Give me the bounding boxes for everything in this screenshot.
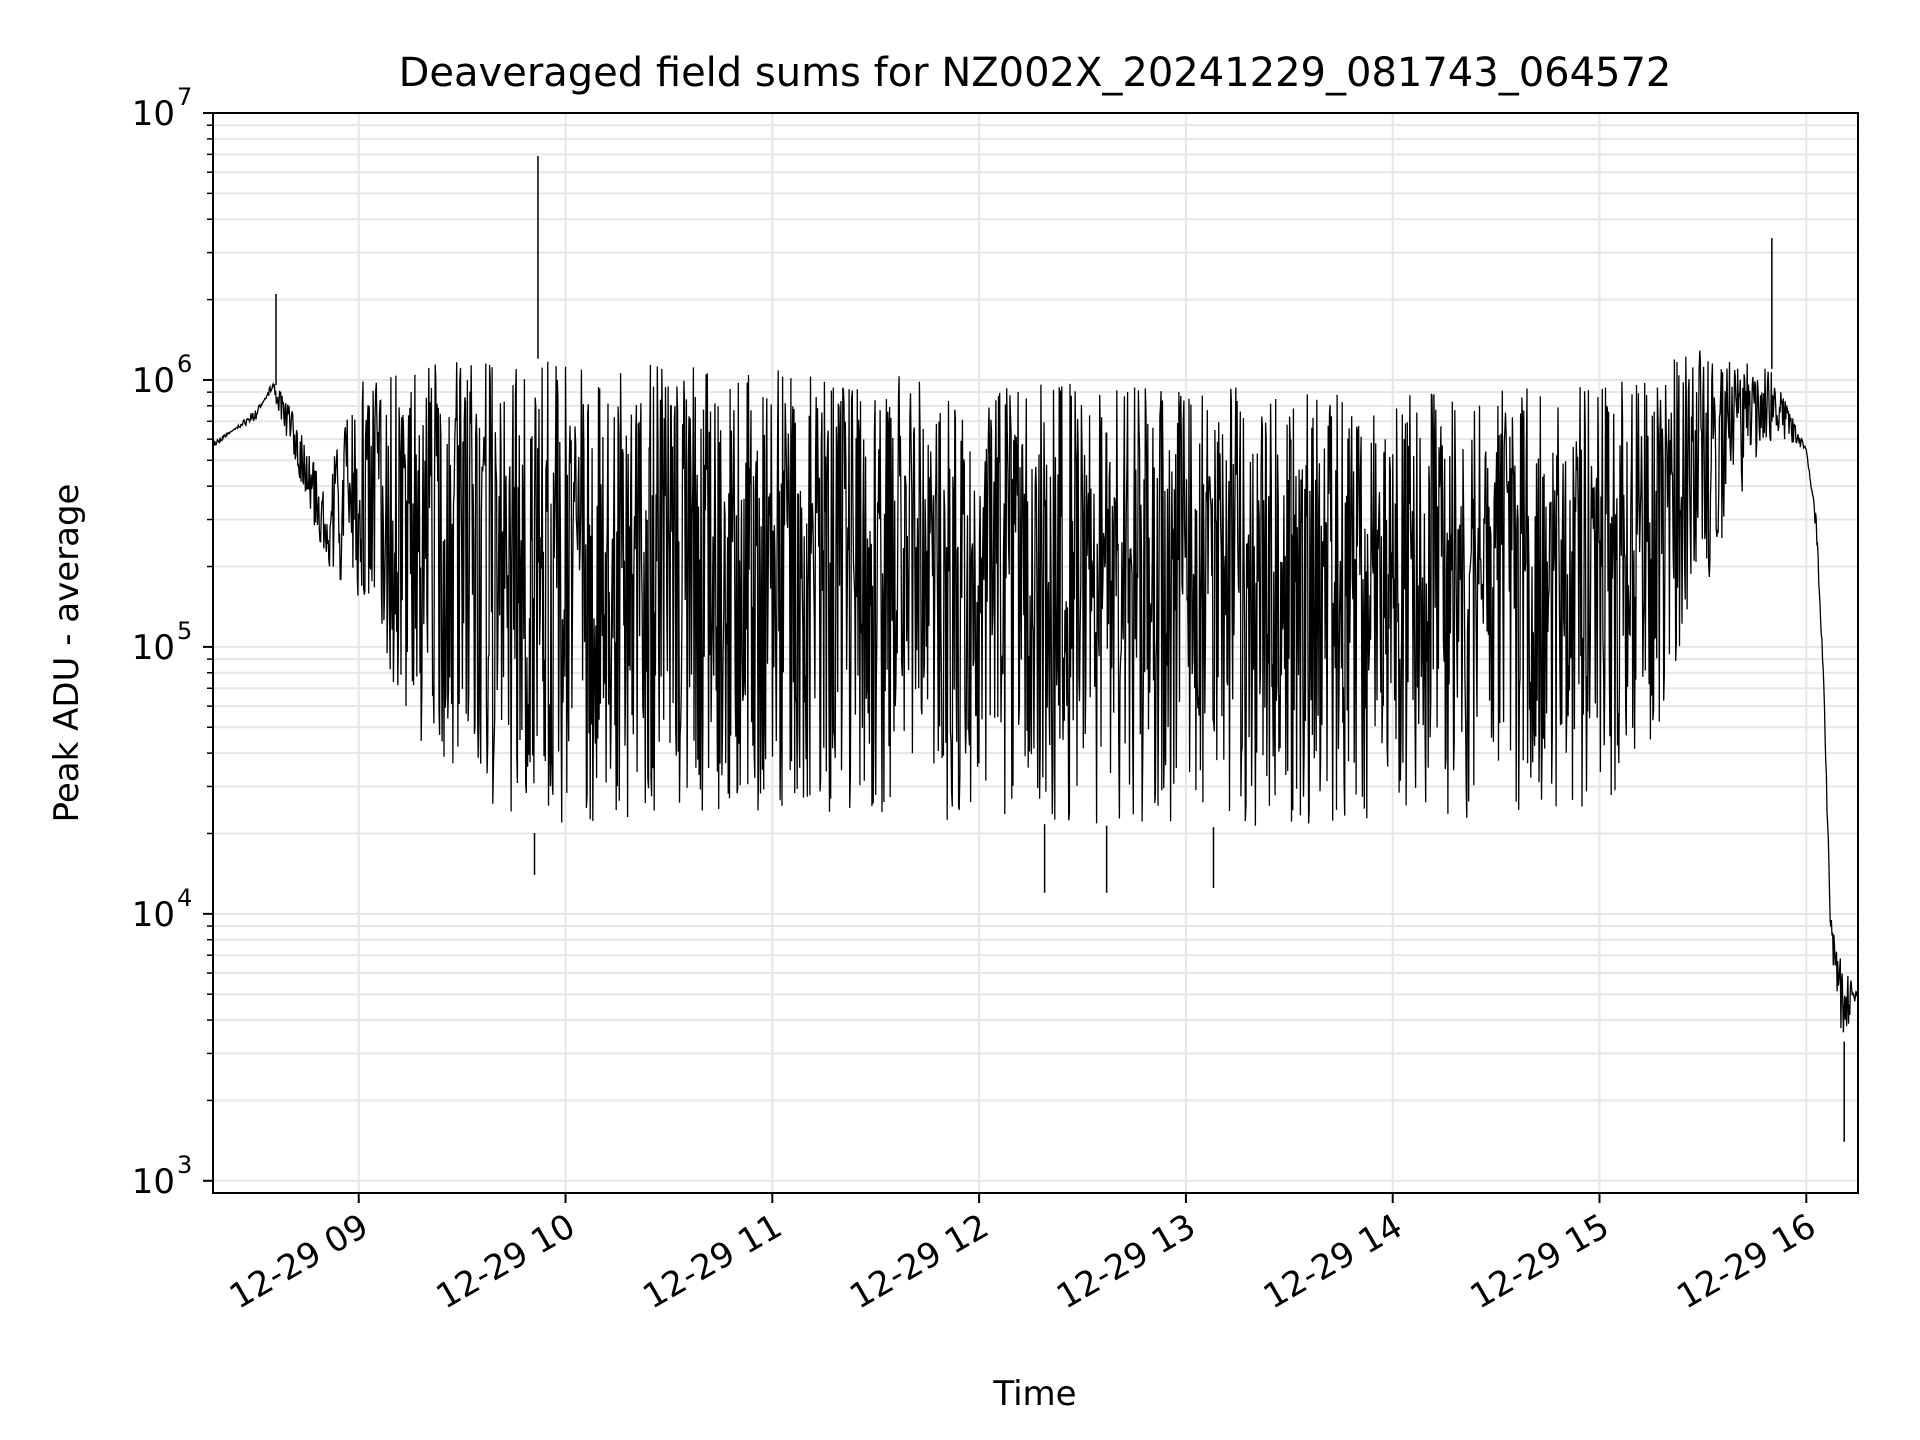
y-tick-exponent: 4	[177, 884, 192, 912]
y-tick-label: 10	[132, 94, 175, 134]
y-axis-label: Peak ADU - average	[47, 484, 87, 823]
y-tick-exponent: 5	[177, 617, 192, 645]
y-tick-label: 10	[132, 895, 175, 935]
series-line	[212, 156, 1859, 1142]
y-tick-exponent: 7	[177, 83, 192, 111]
y-tick-exponent: 6	[177, 350, 192, 378]
series-path	[212, 350, 1859, 1033]
y-tick-label: 10	[132, 1162, 175, 1202]
y-tick-exponent: 3	[177, 1151, 192, 1179]
x-axis-label: Time	[992, 1374, 1076, 1414]
chart-title: Deaveraged field sums for NZ002X_2024122…	[399, 50, 1672, 96]
y-tick-label: 10	[132, 628, 175, 668]
plot-frame	[212, 112, 1859, 1194]
y-tick-label: 10	[132, 361, 175, 401]
